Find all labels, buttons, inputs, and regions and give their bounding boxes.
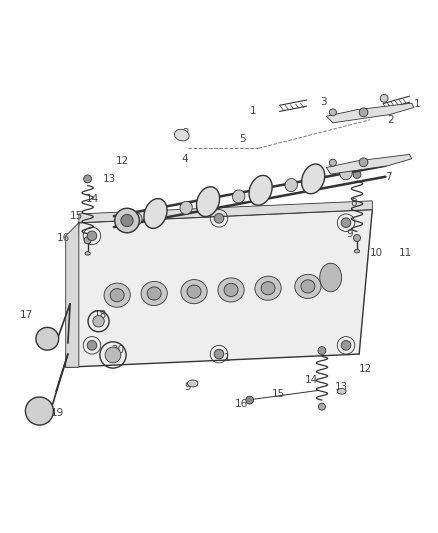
Polygon shape (326, 155, 412, 174)
Text: 15: 15 (272, 389, 285, 399)
Ellipse shape (249, 175, 272, 205)
Text: 16: 16 (57, 233, 70, 243)
Text: 3: 3 (320, 97, 326, 107)
Ellipse shape (301, 280, 315, 293)
Ellipse shape (261, 281, 275, 295)
Text: 20: 20 (112, 345, 125, 355)
Circle shape (380, 94, 388, 102)
Text: 5: 5 (239, 134, 245, 144)
Ellipse shape (233, 190, 245, 203)
Ellipse shape (141, 281, 167, 305)
Circle shape (105, 347, 121, 363)
Ellipse shape (147, 287, 161, 300)
Text: 8: 8 (350, 198, 357, 208)
Polygon shape (326, 103, 414, 123)
Polygon shape (66, 209, 372, 367)
Text: 10: 10 (370, 248, 383, 259)
Ellipse shape (255, 276, 281, 300)
Text: 14: 14 (304, 375, 318, 385)
Circle shape (318, 403, 325, 410)
Ellipse shape (180, 201, 192, 214)
Circle shape (115, 208, 139, 233)
Circle shape (353, 235, 360, 241)
Ellipse shape (104, 283, 130, 307)
Circle shape (341, 218, 351, 228)
Text: 14: 14 (85, 193, 99, 204)
Text: 13: 13 (103, 174, 116, 184)
Circle shape (329, 109, 336, 116)
Text: 13: 13 (335, 382, 348, 392)
Ellipse shape (110, 288, 124, 302)
Polygon shape (79, 201, 372, 223)
Ellipse shape (320, 263, 342, 292)
Text: 1: 1 (414, 100, 420, 109)
Text: 1: 1 (223, 353, 230, 364)
Circle shape (214, 349, 224, 359)
Text: 17: 17 (20, 310, 33, 320)
Circle shape (329, 159, 336, 166)
Circle shape (84, 175, 92, 183)
Ellipse shape (197, 187, 219, 216)
Circle shape (121, 214, 133, 227)
Ellipse shape (174, 130, 189, 141)
Circle shape (25, 397, 53, 425)
Circle shape (36, 327, 59, 350)
Circle shape (87, 231, 97, 241)
Circle shape (359, 108, 368, 117)
Ellipse shape (224, 284, 238, 296)
Text: 9: 9 (346, 229, 353, 239)
Ellipse shape (337, 389, 346, 394)
Circle shape (359, 158, 368, 167)
Circle shape (87, 341, 97, 350)
Text: 16: 16 (234, 399, 247, 409)
Ellipse shape (295, 274, 321, 298)
Text: 7: 7 (385, 172, 392, 182)
Ellipse shape (144, 199, 167, 228)
Text: 12: 12 (359, 365, 372, 374)
Text: 15: 15 (70, 211, 83, 221)
Ellipse shape (340, 167, 352, 180)
Circle shape (341, 341, 351, 350)
Ellipse shape (354, 249, 360, 253)
Ellipse shape (285, 179, 297, 191)
Circle shape (318, 346, 326, 354)
Text: 12: 12 (116, 156, 129, 166)
Circle shape (214, 214, 224, 223)
Circle shape (93, 316, 104, 327)
Text: 1: 1 (250, 106, 256, 116)
Text: 4: 4 (182, 154, 188, 164)
Polygon shape (66, 223, 79, 367)
Ellipse shape (187, 380, 198, 387)
Text: 9: 9 (184, 382, 191, 392)
Ellipse shape (130, 213, 142, 225)
Text: 2: 2 (388, 115, 394, 125)
Text: 18: 18 (94, 310, 107, 320)
Text: 6: 6 (123, 211, 129, 221)
Text: 2: 2 (182, 128, 188, 138)
Circle shape (84, 237, 91, 244)
Ellipse shape (302, 164, 325, 194)
Ellipse shape (218, 278, 244, 302)
Ellipse shape (85, 252, 90, 255)
Circle shape (246, 396, 254, 404)
Circle shape (353, 171, 361, 179)
Text: 11: 11 (399, 248, 412, 259)
Ellipse shape (187, 285, 201, 298)
Text: 19: 19 (50, 408, 64, 418)
Ellipse shape (181, 280, 207, 304)
